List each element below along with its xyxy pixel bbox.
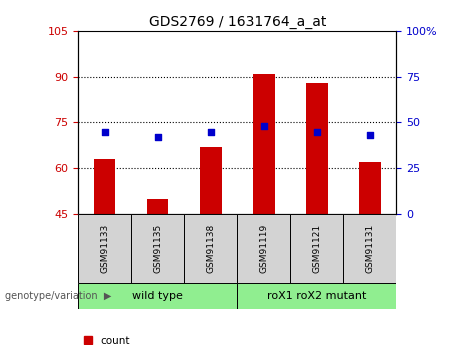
Bar: [306, 83, 327, 214]
Point: [260, 124, 267, 129]
Legend: count, percentile rank within the sample: count, percentile rank within the sample: [83, 336, 276, 345]
Text: wild type: wild type: [132, 291, 183, 301]
Bar: [200, 147, 221, 214]
Point: [101, 129, 109, 135]
Bar: [237, 214, 290, 283]
Text: GSM91131: GSM91131: [366, 224, 374, 273]
Bar: [78, 214, 131, 283]
Text: genotype/variation  ▶: genotype/variation ▶: [5, 291, 111, 301]
Bar: [253, 74, 274, 214]
Bar: [78, 283, 237, 309]
Bar: [237, 283, 396, 309]
Bar: [148, 199, 169, 214]
Bar: [131, 214, 184, 283]
Point: [366, 132, 373, 138]
Text: GSM91138: GSM91138: [207, 224, 215, 273]
Text: GSM91121: GSM91121: [313, 224, 321, 273]
Bar: [360, 162, 381, 214]
Text: GSM91135: GSM91135: [154, 224, 162, 273]
Title: GDS2769 / 1631764_a_at: GDS2769 / 1631764_a_at: [149, 14, 326, 29]
Text: roX1 roX2 mutant: roX1 roX2 mutant: [267, 291, 366, 301]
Bar: [290, 214, 343, 283]
Bar: [343, 214, 396, 283]
Point: [154, 134, 162, 140]
Bar: [184, 214, 237, 283]
Point: [313, 129, 320, 135]
Text: GSM91133: GSM91133: [100, 224, 109, 273]
Point: [207, 129, 214, 135]
Text: GSM91119: GSM91119: [260, 224, 268, 273]
Bar: [95, 159, 115, 214]
